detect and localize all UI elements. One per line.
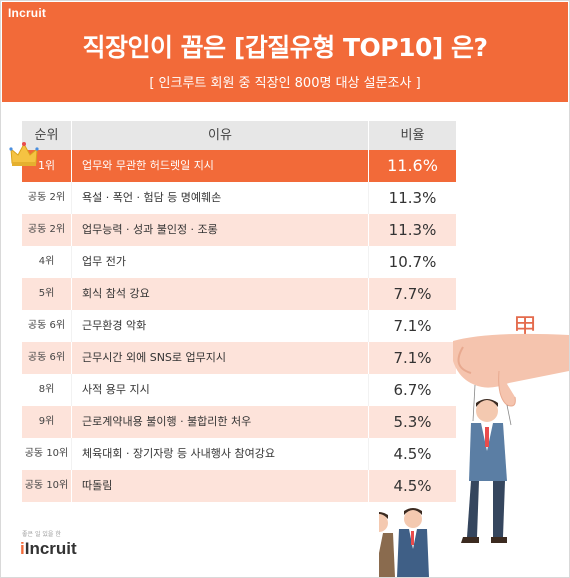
table-row: 9위 근로계약내용 불이행 · 불합리한 처우 5.3% <box>22 406 456 438</box>
incruit-logo-top: Incruit <box>8 6 47 20</box>
header-rate: 비율 <box>400 128 425 143</box>
rank-cell: 공동 6위 <box>27 352 66 363</box>
reason-cell: 회식 참석 강요 <box>82 287 150 300</box>
rank-cell: 4위 <box>38 256 55 267</box>
table-row: 공동 6위 근무환경 악화 7.1% <box>22 310 456 342</box>
office-worker-2 <box>397 508 429 577</box>
rank-cell: 공동 2위 <box>27 224 66 235</box>
rank-cell: 공동 10위 <box>24 480 69 491</box>
reason-cell: 업무 전가 <box>82 255 126 268</box>
reason-cell: 근무시간 외에 SNS로 업무지시 <box>82 351 227 364</box>
rank-cell: 5위 <box>38 288 55 299</box>
reason-cell: 업무와 무관한 허드렛일 지시 <box>82 159 214 172</box>
rate-cell: 5.3% <box>393 413 432 431</box>
puppet-hand-illustration: 甲 Z z <box>379 313 569 577</box>
table-row: 공동 2위 업무능력 · 성과 불인정 · 조롱 11.3% <box>22 214 456 246</box>
table-row: 4위 업무 전가 10.7% <box>22 246 456 278</box>
office-worker-1 <box>379 512 395 577</box>
rank-cell: 공동 2위 <box>27 192 66 203</box>
rate-cell: 4.5% <box>393 477 432 495</box>
reason-cell: 사적 용무 지시 <box>82 383 150 396</box>
table-body: 1위 업무와 무관한 허드렛일 지시 11.6% 공동 2위 욕설 · 폭언 · 험담 … <box>22 150 456 502</box>
table-row: 8위 사적 용무 지시 6.7% <box>22 374 456 406</box>
table-row: 공동 10위 따돌림 4.5% <box>22 470 456 502</box>
reason-cell: 근로계약내용 불이행 · 불합리한 처우 <box>82 415 252 428</box>
rate-cell: 10.7% <box>388 253 437 271</box>
rate-cell: 7.7% <box>393 285 432 303</box>
rate-cell: 11.6% <box>387 156 438 175</box>
ranking-table: 순위 이유 비율 1위 업무와 무관한 허드렛일 지시 11.6% 공동 2위 욕설 ·… <box>22 121 456 502</box>
table-row: 공동 10위 체육대회 · 장기자랑 등 사내행사 참여강요 4.5% <box>22 438 456 470</box>
rank-cell: 9위 <box>38 416 55 427</box>
rank-cell: 공동 6위 <box>27 320 66 331</box>
rank-cell: 1위 <box>37 159 56 172</box>
survey-subtitle: [ 인크루트 회원 중 직장인 800명 대상 설문조사 ] <box>149 76 421 91</box>
crown-icon <box>9 142 39 166</box>
table-row: 공동 2위 욕설 · 폭언 · 험담 등 명예훼손 11.3% <box>22 182 456 214</box>
rate-cell: 11.3% <box>388 189 437 207</box>
rank-cell: 8위 <box>38 384 55 395</box>
table-row: 공동 6위 근무시간 외에 SNS로 업무지시 7.1% <box>22 342 456 374</box>
logo-tagline: 좋은 일 있을 한 <box>22 531 61 538</box>
header-rank: 순위 <box>34 128 59 143</box>
header-banner: Incruit 직장인이 꼽은 [갑질유형 TOP10] 은? [ 인크루트 회… <box>2 2 568 102</box>
table-header: 순위 이유 비율 <box>22 121 456 150</box>
incruit-logo-bottom: 좋은 일 있을 한 iIncruit <box>20 531 77 558</box>
rank-cell: 공동 10위 <box>24 448 69 459</box>
table-row: 5위 회식 참석 강요 7.7% <box>22 278 456 310</box>
reason-cell: 근무환경 악화 <box>82 319 147 332</box>
rate-cell: 11.3% <box>388 221 437 239</box>
header-reason: 이유 <box>208 128 232 143</box>
table-row: 1위 업무와 무관한 허드렛일 지시 11.6% <box>22 150 456 182</box>
rate-cell: 7.1% <box>393 349 432 367</box>
rate-cell: 6.7% <box>393 381 432 399</box>
logo-wordmark: Incruit <box>24 539 77 558</box>
page-title: 직장인이 꼽은 [갑질유형 TOP10] 은? <box>82 33 488 62</box>
reason-cell: 욕설 · 폭언 · 험담 등 명예훼손 <box>82 191 222 204</box>
reason-cell: 따돌림 <box>82 479 113 492</box>
rate-cell: 4.5% <box>393 445 432 463</box>
reason-cell: 체육대회 · 장기자랑 등 사내행사 참여강요 <box>82 447 276 460</box>
rate-cell: 7.1% <box>393 317 432 335</box>
reason-cell: 업무능력 · 성과 불인정 · 조롱 <box>82 223 218 236</box>
